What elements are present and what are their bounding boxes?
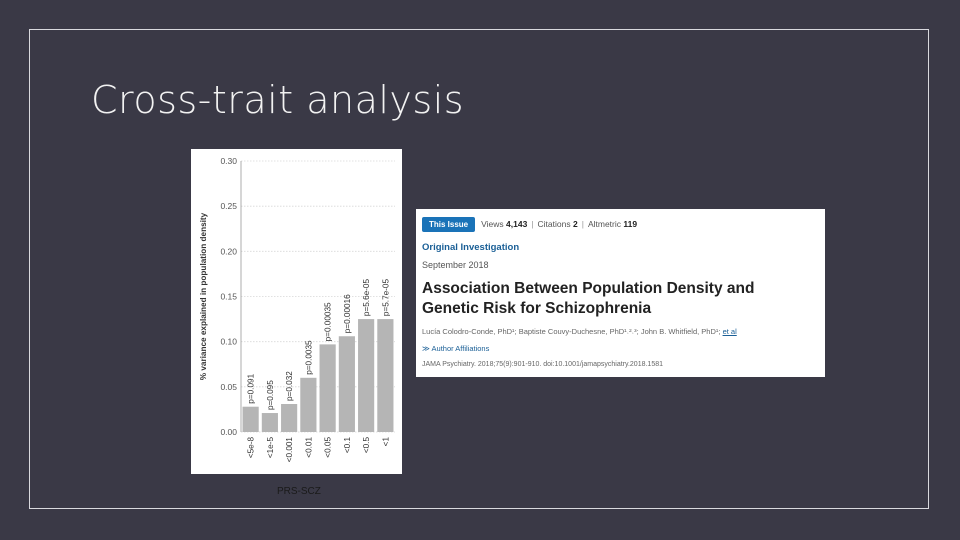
- authors-list: Lucía Colodro-Conde, PhD¹; Baptiste Couv…: [422, 327, 721, 336]
- views-metric[interactable]: Views 4,143: [481, 219, 528, 229]
- x-tick-label: <5e-8: [247, 437, 256, 459]
- bar-p-value-label: p=5.6e-05: [362, 279, 371, 317]
- author-affiliations-link[interactable]: ≫ Author Affiliations: [422, 344, 490, 353]
- bar: [377, 319, 394, 432]
- article-citation: JAMA Psychiatry. 2018;75(9):901-910. doi…: [422, 361, 663, 368]
- altmetric-metric[interactable]: Altmetric 119: [587, 219, 638, 229]
- bar: [358, 319, 375, 432]
- y-tick-label: 0.30: [220, 156, 237, 166]
- citations-metric[interactable]: Citations 2: [537, 219, 578, 229]
- this-issue-tab[interactable]: This Issue: [422, 216, 476, 232]
- x-tick-label: <1: [381, 437, 390, 447]
- x-tick-label: <0.01: [304, 437, 313, 458]
- bar-chart: 0.00 0.05 0.10 0.15 0.20 0.25 0.30 % variance e…: [199, 156, 395, 463]
- bar: [300, 377, 317, 432]
- y-tick-label: 0.10: [220, 337, 237, 347]
- y-tick-label: 0.25: [220, 201, 237, 211]
- article-card: This Issue Views 4,143 | Citations 2 | A…: [416, 209, 825, 377]
- bar-p-value-label: p=0.095: [266, 380, 275, 410]
- chart-caption: PRS-SCZ: [277, 486, 321, 497]
- y-tick-label: 0.20: [220, 246, 237, 256]
- bar-p-value-label: p=0.00016: [343, 294, 352, 333]
- authors-etal-link[interactable]: et al: [722, 327, 737, 336]
- article-date: September 2018: [422, 260, 489, 270]
- bar: [338, 336, 355, 432]
- x-tick-label: <0.05: [324, 437, 333, 458]
- bar: [319, 344, 336, 432]
- bar-p-value-label: p=0.00035: [324, 302, 333, 341]
- x-tick-label: <0.5: [362, 437, 371, 454]
- x-tick-label: <0.1: [343, 437, 352, 454]
- x-tick-label: <1e-5: [266, 437, 275, 459]
- article-metrics: This Issue Views 4,143 | Citations 2 | A…: [422, 215, 819, 233]
- bar-p-value-label: p=0.0035: [304, 340, 313, 375]
- bar-p-value-label: p=0.091: [247, 373, 256, 403]
- y-tick-label: 0.15: [220, 292, 237, 302]
- bar-p-value-label: p=5.7e-05: [381, 279, 390, 317]
- bar: [281, 403, 298, 432]
- y-axis-label: % variance explained in population densi…: [199, 212, 208, 380]
- slide-title: Cross-trait analysis: [91, 78, 465, 122]
- bar-p-value-label: p=0.032: [285, 371, 294, 401]
- y-tick-label: 0.05: [220, 382, 237, 392]
- metric-separator: |: [531, 219, 534, 229]
- y-tick-label: 0.00: [220, 427, 237, 437]
- chart-panel: 0.00 0.05 0.10 0.15 0.20 0.25 0.30 % variance e…: [191, 149, 402, 474]
- bar: [261, 413, 278, 432]
- slide-frame: [29, 29, 929, 509]
- article-title: Association Between Population Density a…: [422, 280, 755, 317]
- article-type: Original Investigation: [422, 242, 520, 253]
- metric-separator: |: [581, 219, 584, 229]
- x-tick-label: <0.001: [285, 437, 294, 463]
- article-authors: Lucía Colodro-Conde, PhD¹; Baptiste Couv…: [422, 327, 819, 336]
- bar: [242, 406, 259, 432]
